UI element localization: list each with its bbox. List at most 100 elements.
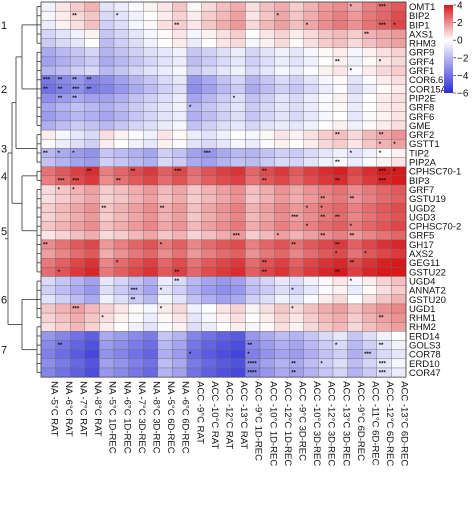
legend-tick-label: −4 — [457, 71, 469, 82]
heatmap-cell — [274, 193, 290, 204]
heatmap-cell — [40, 358, 56, 369]
heatmap-cell — [99, 47, 115, 58]
significance-star: ** — [335, 270, 340, 276]
heatmap-cell — [289, 129, 304, 140]
significance-star: ** — [174, 279, 179, 285]
heatmap-cell — [143, 248, 158, 259]
heatmap-cell — [274, 102, 290, 112]
heatmap-cell — [201, 193, 217, 204]
heatmap-cell — [289, 148, 304, 158]
heatmap-cell — [362, 129, 377, 140]
heatmap-cell — [318, 38, 334, 48]
significance-star: * — [350, 69, 353, 75]
heatmap-cell — [391, 193, 407, 204]
heatmap-cell — [332, 193, 348, 204]
heatmap-cell — [84, 193, 100, 204]
heatmap-cell — [70, 331, 85, 341]
significance-star: ** — [43, 151, 48, 157]
heatmap-cell — [172, 331, 188, 341]
heatmap-cell — [128, 239, 144, 250]
heatmap-cell — [186, 111, 202, 122]
heatmap-cell — [157, 322, 173, 332]
heatmap-cell — [347, 75, 363, 85]
heatmap-cell — [230, 349, 246, 360]
heatmap-cell — [274, 322, 290, 332]
heatmap-cell — [143, 230, 158, 241]
heatmap-cell — [216, 312, 231, 323]
heatmap-cell — [216, 322, 231, 332]
heatmap-cell — [143, 20, 158, 30]
heatmap-cell — [84, 230, 100, 241]
heatmap-cell — [128, 230, 144, 241]
heatmap-cell — [318, 139, 334, 149]
heatmap-cell — [143, 312, 158, 323]
heatmap-cell — [391, 1, 407, 12]
heatmap-cell — [113, 358, 129, 369]
heatmap-cell — [332, 358, 348, 369]
heatmap-cell — [157, 120, 173, 131]
heatmap-cell — [84, 10, 100, 21]
heatmap-cell — [99, 38, 115, 48]
heatmap-cell — [274, 120, 290, 131]
heatmap-cell — [303, 120, 319, 131]
heatmap-cell — [362, 239, 377, 250]
heatmap-cell — [128, 312, 144, 323]
heatmap-cell — [216, 129, 231, 140]
heatmap-cell — [289, 10, 304, 21]
heatmap-cell — [84, 139, 100, 149]
heatmap-cell — [259, 276, 275, 286]
heatmap-cell — [40, 212, 56, 222]
heatmap-cell — [391, 340, 407, 350]
heatmap-cell — [157, 157, 173, 167]
column-label: NA -5°C RAT — [48, 381, 59, 437]
heatmap-cell — [216, 102, 231, 112]
row-label: UGD4 — [409, 276, 435, 287]
heatmap-cell — [172, 93, 188, 103]
heatmap-cell — [274, 203, 290, 213]
heatmap-cell — [230, 157, 246, 167]
significance-star: * — [320, 206, 323, 212]
heatmap-cell — [70, 29, 85, 39]
heatmap-cell — [157, 193, 173, 204]
heatmap-cell — [289, 203, 304, 213]
heatmap-cell — [274, 285, 290, 295]
heatmap-cell — [216, 294, 231, 305]
heatmap-cell — [143, 129, 158, 140]
heatmap-cell — [318, 102, 334, 112]
heatmap-cell — [347, 358, 363, 369]
significance-star: ** — [335, 133, 340, 139]
heatmap-cell — [128, 258, 144, 268]
heatmap-cell — [303, 367, 319, 378]
significance-star: ** — [72, 78, 77, 84]
heatmap-cell — [201, 166, 217, 177]
column-label: ACC -10°C 1D-REC — [267, 381, 278, 466]
significance-star: * — [393, 23, 396, 29]
heatmap-cell — [259, 358, 275, 369]
heatmap-cell — [128, 65, 144, 76]
significance-star: *** — [379, 23, 387, 29]
heatmap-cell — [186, 221, 202, 231]
heatmap-cell — [230, 20, 246, 30]
heatmap-cell — [259, 120, 275, 131]
heatmap-cell — [216, 276, 231, 286]
heatmap-cell — [376, 322, 392, 332]
heatmap-cell — [347, 157, 363, 167]
heatmap-cell — [245, 139, 261, 149]
heatmap-cell — [245, 239, 261, 250]
heatmap-cell — [128, 221, 144, 231]
heatmap-cell — [259, 303, 275, 314]
heatmap-cell — [347, 120, 363, 131]
significance-star: * — [58, 151, 61, 157]
row-label: ERD14 — [409, 331, 440, 342]
heatmap-cell — [347, 212, 363, 222]
heatmap-cell — [230, 358, 246, 369]
column-label: NA -7°C 3D-REC — [136, 381, 147, 454]
column-label: ACC -10°C 3D-REC — [311, 381, 322, 466]
heatmap-cell — [391, 248, 407, 259]
heatmap-cell — [376, 93, 392, 103]
cluster-label: 2 — [1, 84, 7, 96]
heatmap-cell — [113, 38, 129, 48]
heatmap-cell — [70, 193, 85, 204]
heatmap-cell — [362, 294, 377, 305]
heatmap-cell — [245, 212, 261, 222]
